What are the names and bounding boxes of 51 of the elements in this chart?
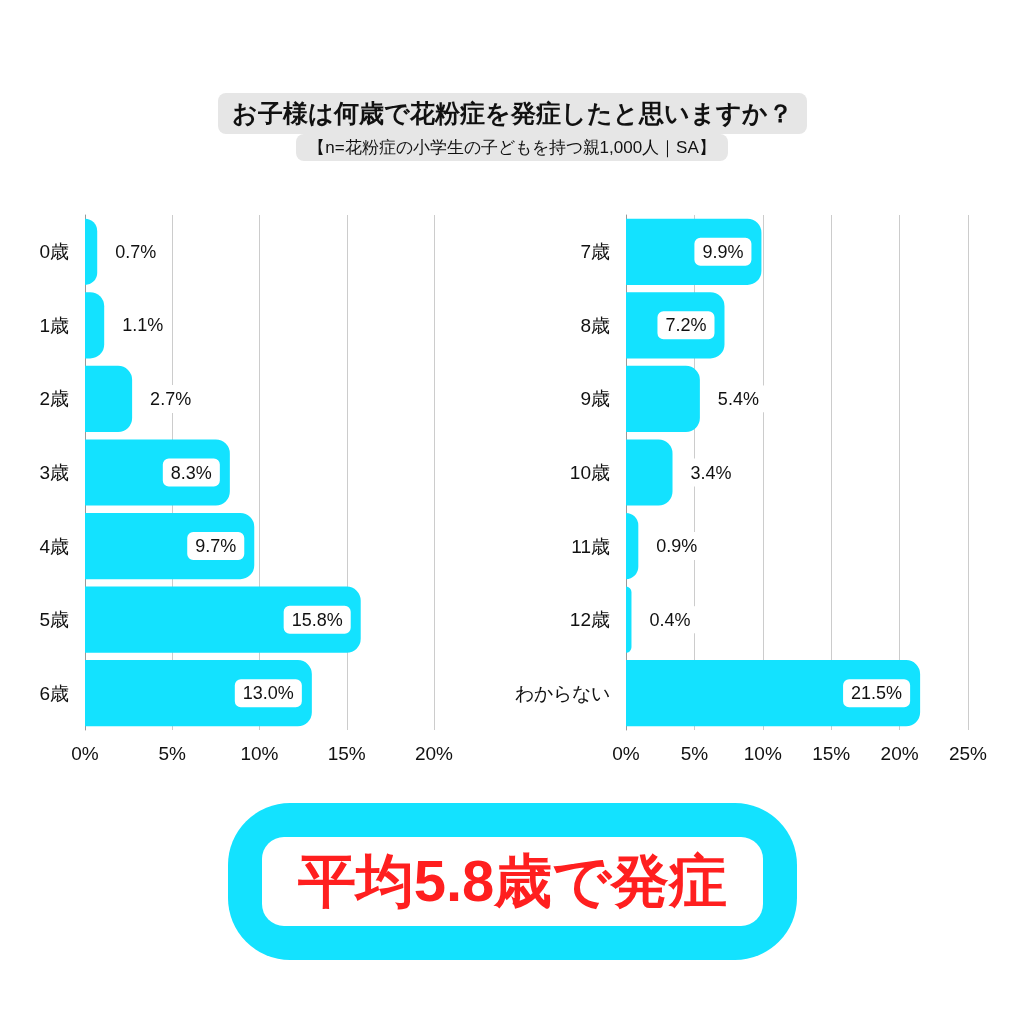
y-tick-label: わからない (515, 682, 610, 704)
y-tick-label: 2歳 (39, 388, 69, 410)
data-label: 9.7% (195, 536, 237, 557)
y-tick-label: 11歳 (571, 535, 610, 557)
x-tick-label: 0% (612, 743, 640, 764)
bar (85, 586, 361, 653)
data-label: 1.1% (122, 315, 164, 336)
x-tick-label: 15% (812, 743, 851, 764)
data-label: 9.9% (702, 241, 744, 262)
data-label: 0.9% (656, 536, 698, 557)
x-tick-label: 20% (880, 743, 919, 764)
data-label: 5.4% (717, 388, 759, 409)
y-tick-label: 12歳 (569, 609, 610, 631)
data-label: 7.2% (665, 315, 707, 336)
data-label: 2.7% (150, 388, 192, 409)
text: 【n=花粉症の小学生の子どもを持つ親1,000人｜SA】 (296, 134, 728, 161)
x-tick-label: 10% (743, 743, 782, 764)
bar (626, 660, 921, 727)
y-tick-label: 3歳 (39, 462, 69, 483)
data-label: 0.7% (115, 241, 157, 262)
bar (626, 439, 673, 506)
text: 平均5.8歳で発症 (297, 846, 728, 915)
x-tick-label: 20% (414, 743, 454, 764)
data-label: 0.4% (649, 609, 691, 630)
x-tick-label: 5% (680, 743, 709, 764)
y-tick-label: 1歳 (39, 314, 69, 336)
data-label: 15.8% (291, 609, 343, 630)
text: お子様は何歳で花粉症を発症したと思いますか？ (217, 93, 807, 134)
y-tick-label: 7歳 (580, 241, 610, 263)
bar (85, 512, 255, 580)
y-tick-label: 4歳 (39, 535, 69, 557)
y-tick-label: 10歳 (569, 462, 610, 483)
x-tick-label: 15% (327, 743, 366, 764)
data-label: 8.3% (170, 462, 212, 483)
x-tick-label: 5% (158, 743, 187, 764)
y-tick-label: 0歳 (39, 241, 69, 263)
bar (85, 365, 133, 433)
y-tick-label: 9歳 (580, 388, 610, 410)
data-label: 21.5% (851, 683, 903, 704)
y-tick-label: 8歳 (580, 314, 610, 336)
x-tick-label: 0% (71, 743, 99, 764)
data-label: 3.4% (690, 462, 732, 483)
bar (85, 292, 105, 359)
bar (85, 660, 312, 727)
data-label: 13.0% (242, 683, 294, 704)
y-tick-label: 5歳 (39, 609, 69, 631)
bar (626, 365, 700, 433)
x-tick-label: 25% (948, 743, 988, 764)
y-tick-label: 6歳 (39, 682, 69, 704)
x-tick-label: 10% (240, 743, 279, 764)
bar (626, 586, 632, 653)
